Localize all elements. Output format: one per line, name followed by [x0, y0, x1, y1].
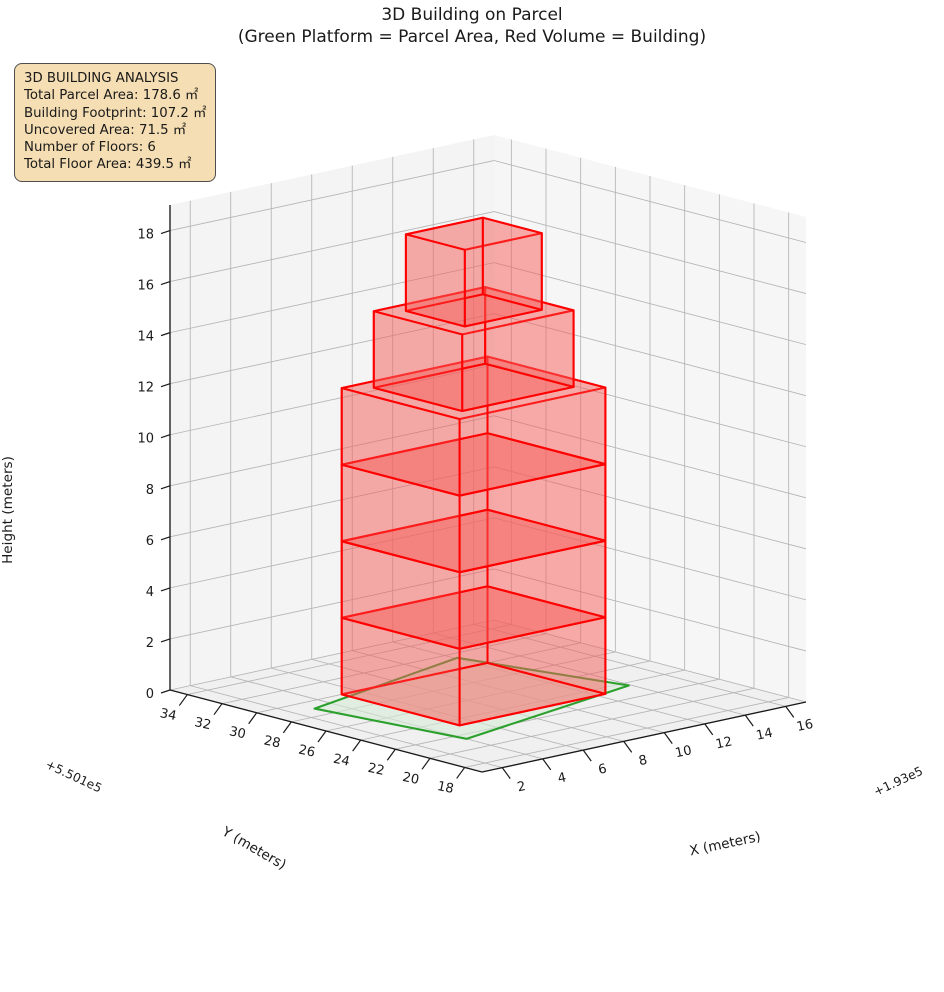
x-axis-offset-text: +1.93e5	[872, 764, 926, 799]
building-floor	[340, 585, 607, 727]
axis-tick-label: 8	[637, 753, 648, 769]
y-axis-label: Y (meters)	[218, 823, 289, 873]
axis-tick-label: 30	[228, 724, 247, 742]
axis-tick-label: 14	[755, 726, 774, 744]
building-volume	[340, 216, 607, 727]
axis-tick-label: 22	[366, 761, 385, 779]
axis-tick-label: 16	[137, 279, 154, 294]
axis-tick-label: 0	[146, 687, 154, 702]
infobox-uncovered-area: Uncovered Area: 71.5 ㎡	[24, 122, 187, 138]
axis-tick-label: 6	[146, 534, 154, 549]
infobox-heading: 3D BUILDING ANALYSIS	[24, 71, 179, 86]
axis-tick-label: 18	[436, 779, 455, 797]
axis-tick-label: 16	[795, 717, 814, 735]
infobox-number-of-floors: Number of Floors: 6	[24, 140, 156, 156]
axis-tick-label: 32	[193, 715, 212, 733]
infobox-building-footprint: Building Footprint: 107.2 ㎡	[24, 105, 207, 121]
z-axis-label: Height (meters)	[0, 456, 16, 564]
analysis-infobox: 3D BUILDING ANALYSIS Total Parcel Area: …	[14, 63, 217, 182]
building-floor	[404, 216, 543, 328]
axis-tick-label: 8	[146, 483, 154, 498]
axis-tick-label: 28	[262, 733, 281, 751]
axis-tick-label: 12	[714, 734, 733, 752]
axis-tick-label: 6	[597, 762, 608, 778]
axis-tick-label: 18	[137, 228, 154, 243]
axis-tick-label: 2	[516, 779, 527, 795]
axis-tick-label: 20	[401, 770, 420, 788]
building-floor	[372, 286, 575, 413]
building-floor	[340, 508, 607, 650]
axis-tick-label: 10	[137, 432, 154, 447]
axis-tick-label: 4	[556, 770, 567, 786]
axis-tick-label: 26	[297, 743, 316, 761]
building-floor	[340, 355, 607, 497]
infobox-total-floor-area: Total Floor Area: 439.5 ㎡	[24, 157, 192, 173]
axis-tick-label: 24	[332, 752, 351, 770]
axis-tick-label: 34	[158, 706, 177, 724]
infobox-total-parcel-area: Total Parcel Area: 178.6 ㎡	[24, 88, 199, 104]
axis-tick-label: 14	[137, 330, 154, 345]
building-floor	[340, 432, 607, 574]
axis-tick-label: 10	[674, 743, 693, 761]
axis-tick-label: 2	[146, 636, 154, 651]
y-axis-offset-text: +5.501e5	[43, 757, 104, 795]
parcel-platform	[313, 656, 630, 740]
axis-tick-label: 4	[146, 585, 154, 600]
axis-tick-label: 12	[137, 381, 154, 396]
x-axis-label: X (meters)	[688, 829, 762, 860]
